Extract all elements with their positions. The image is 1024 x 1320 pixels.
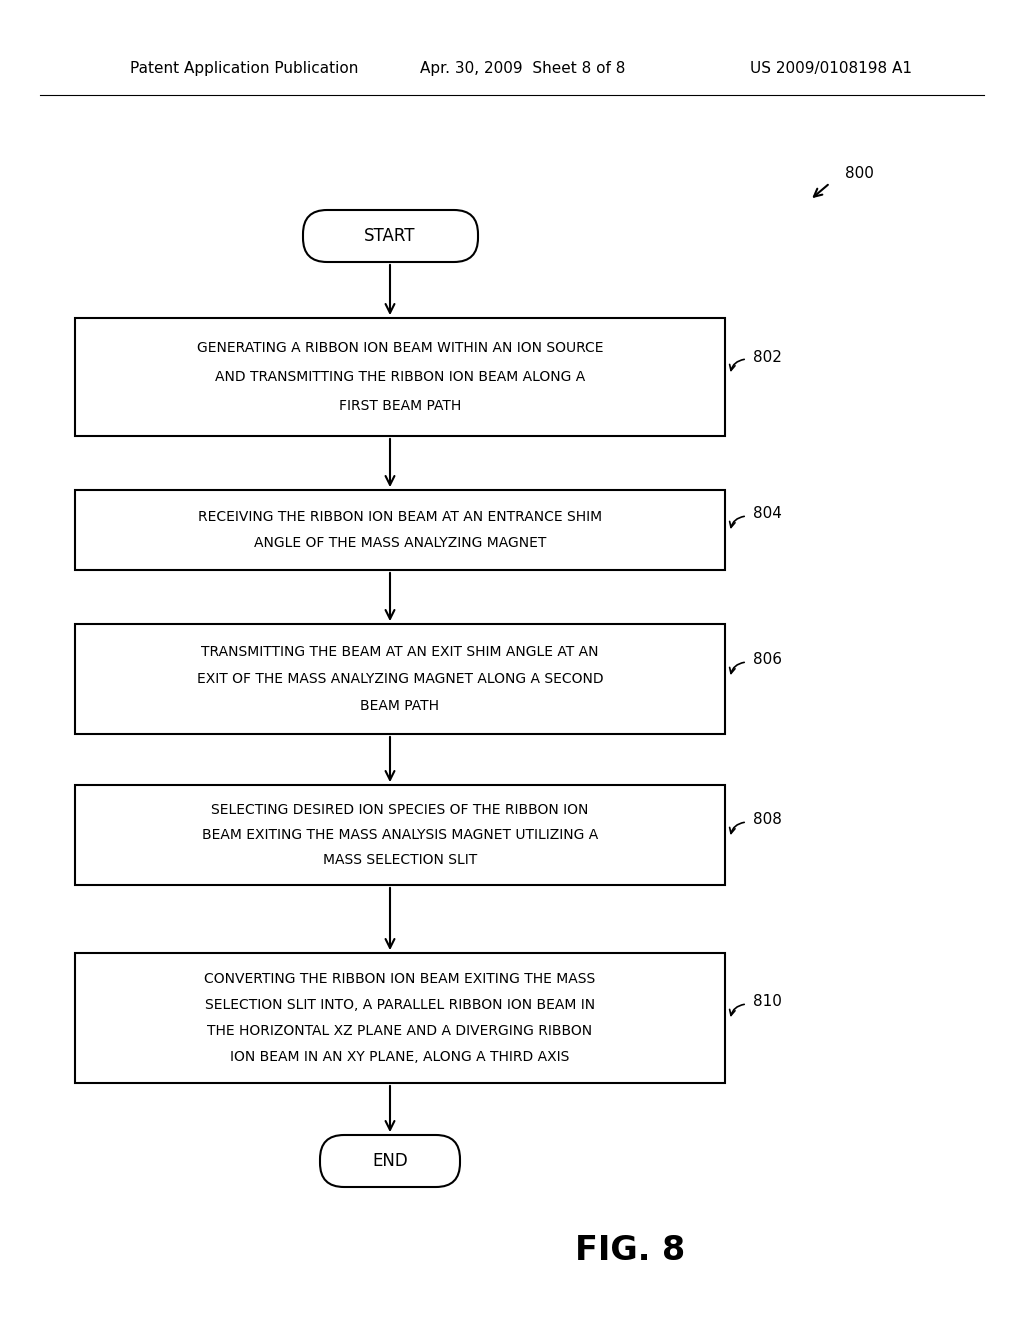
Text: ANGLE OF THE MASS ANALYZING MAGNET: ANGLE OF THE MASS ANALYZING MAGNET xyxy=(254,536,546,550)
Text: 802: 802 xyxy=(753,350,782,364)
Text: BEAM EXITING THE MASS ANALYSIS MAGNET UTILIZING A: BEAM EXITING THE MASS ANALYSIS MAGNET UT… xyxy=(202,828,598,842)
Text: 810: 810 xyxy=(753,994,782,1010)
Text: 808: 808 xyxy=(753,813,782,828)
Bar xyxy=(75,953,725,1082)
Text: US 2009/0108198 A1: US 2009/0108198 A1 xyxy=(750,61,912,75)
Text: FIRST BEAM PATH: FIRST BEAM PATH xyxy=(339,400,461,413)
Text: BEAM PATH: BEAM PATH xyxy=(360,700,439,714)
Text: SELECTION SLIT INTO, A PARALLEL RIBBON ION BEAM IN: SELECTION SLIT INTO, A PARALLEL RIBBON I… xyxy=(205,998,595,1012)
Text: GENERATING A RIBBON ION BEAM WITHIN AN ION SOURCE: GENERATING A RIBBON ION BEAM WITHIN AN I… xyxy=(197,341,603,355)
Text: MASS SELECTION SLIT: MASS SELECTION SLIT xyxy=(323,853,477,867)
Text: THE HORIZONTAL XZ PLANE AND A DIVERGING RIBBON: THE HORIZONTAL XZ PLANE AND A DIVERGING … xyxy=(208,1024,593,1038)
Text: RECEIVING THE RIBBON ION BEAM AT AN ENTRANCE SHIM: RECEIVING THE RIBBON ION BEAM AT AN ENTR… xyxy=(198,510,602,524)
Text: 806: 806 xyxy=(753,652,782,668)
Text: START: START xyxy=(365,227,416,246)
Text: Patent Application Publication: Patent Application Publication xyxy=(130,61,358,75)
Text: EXIT OF THE MASS ANALYZING MAGNET ALONG A SECOND: EXIT OF THE MASS ANALYZING MAGNET ALONG … xyxy=(197,672,603,686)
Text: TRANSMITTING THE BEAM AT AN EXIT SHIM ANGLE AT AN: TRANSMITTING THE BEAM AT AN EXIT SHIM AN… xyxy=(202,644,599,659)
Text: FIG. 8: FIG. 8 xyxy=(574,1233,685,1266)
Text: END: END xyxy=(372,1152,408,1170)
Text: Apr. 30, 2009  Sheet 8 of 8: Apr. 30, 2009 Sheet 8 of 8 xyxy=(420,61,626,75)
Bar xyxy=(75,624,725,734)
Text: 800: 800 xyxy=(845,165,873,181)
FancyBboxPatch shape xyxy=(303,210,478,261)
FancyBboxPatch shape xyxy=(319,1135,460,1187)
Text: SELECTING DESIRED ION SPECIES OF THE RIBBON ION: SELECTING DESIRED ION SPECIES OF THE RIB… xyxy=(211,803,589,817)
Bar xyxy=(75,318,725,436)
Text: ION BEAM IN AN XY PLANE, ALONG A THIRD AXIS: ION BEAM IN AN XY PLANE, ALONG A THIRD A… xyxy=(230,1049,569,1064)
Bar xyxy=(75,785,725,884)
Text: CONVERTING THE RIBBON ION BEAM EXITING THE MASS: CONVERTING THE RIBBON ION BEAM EXITING T… xyxy=(205,972,596,986)
Text: AND TRANSMITTING THE RIBBON ION BEAM ALONG A: AND TRANSMITTING THE RIBBON ION BEAM ALO… xyxy=(215,370,585,384)
Bar xyxy=(75,490,725,570)
Text: 804: 804 xyxy=(753,507,782,521)
